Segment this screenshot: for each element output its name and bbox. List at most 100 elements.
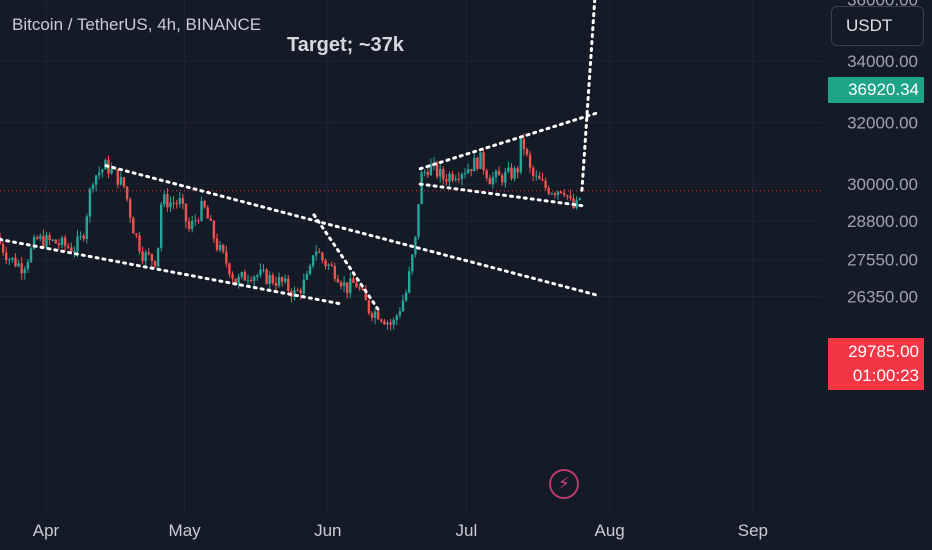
candle-body bbox=[423, 172, 426, 174]
candle-body bbox=[156, 247, 160, 267]
candle-body bbox=[73, 251, 76, 253]
candle-body bbox=[222, 244, 225, 252]
candle-body bbox=[535, 175, 538, 177]
candle-body bbox=[426, 172, 429, 176]
x-tick-label: Aug bbox=[595, 521, 625, 540]
y-tick-label: 36000.00 bbox=[847, 0, 918, 10]
x-axis[interactable]: Apr May Jun Jul Aug Sep bbox=[33, 521, 768, 540]
candle-body bbox=[516, 168, 519, 173]
candle-body bbox=[420, 172, 423, 205]
candle-body bbox=[463, 173, 467, 175]
candle-body bbox=[364, 289, 367, 301]
candle-body bbox=[284, 278, 287, 282]
candle-body bbox=[191, 221, 194, 230]
candle-body bbox=[88, 188, 92, 217]
candle-body bbox=[352, 278, 355, 283]
candle-body bbox=[153, 260, 157, 267]
candle-body bbox=[48, 235, 51, 241]
candle-body bbox=[324, 260, 327, 266]
candle-body bbox=[330, 264, 333, 267]
target-price-label: 36920.34 bbox=[828, 77, 924, 103]
candle-body bbox=[51, 239, 54, 241]
candle-body bbox=[29, 248, 33, 262]
candle-body bbox=[497, 171, 501, 176]
candle-body bbox=[265, 269, 268, 284]
candle-body bbox=[488, 178, 491, 185]
candle-body bbox=[246, 279, 250, 281]
candle-body bbox=[417, 204, 420, 237]
y-axis[interactable]: 26350.00 27550.00 28800.00 30000.00 32000.00… bbox=[847, 0, 918, 306]
candle-body bbox=[339, 282, 343, 287]
candle-body bbox=[280, 277, 284, 282]
candle-body bbox=[243, 272, 247, 281]
candle-body bbox=[386, 322, 389, 325]
candle-body bbox=[519, 138, 522, 173]
candle-body bbox=[311, 255, 315, 266]
target-annotation: Target; ~37k bbox=[287, 34, 404, 56]
candle-body bbox=[212, 220, 216, 239]
candle-body bbox=[361, 288, 364, 290]
candle-body bbox=[234, 278, 237, 285]
x-tick-label: Jun bbox=[314, 521, 341, 540]
candle-body bbox=[203, 200, 206, 208]
candle-body bbox=[122, 177, 126, 187]
candle-body bbox=[367, 300, 371, 314]
candle-body bbox=[141, 251, 144, 262]
candle-body bbox=[240, 272, 243, 277]
currency-button[interactable]: USDT bbox=[831, 6, 924, 46]
candle-body bbox=[259, 269, 262, 276]
candle-body bbox=[302, 279, 305, 294]
symbol-title[interactable]: Bitcoin / TetherUS, 4h, BINANCE bbox=[12, 15, 262, 34]
candle-body bbox=[253, 276, 256, 281]
candle-body bbox=[45, 235, 48, 248]
candle-body bbox=[76, 236, 79, 252]
candle-body bbox=[125, 186, 129, 200]
candle-body bbox=[225, 251, 228, 264]
candle-body bbox=[318, 251, 321, 253]
candle-body bbox=[26, 261, 30, 270]
x-tick-label: Jul bbox=[456, 521, 478, 540]
candle-body bbox=[271, 275, 274, 284]
candle-body bbox=[414, 236, 417, 255]
candle-body bbox=[116, 169, 119, 185]
candle-body bbox=[256, 275, 259, 277]
candle-body bbox=[20, 263, 23, 274]
candle-body bbox=[60, 237, 64, 246]
candle-body bbox=[559, 191, 563, 193]
candle-body bbox=[172, 202, 175, 204]
candle-body bbox=[439, 168, 442, 177]
candle-body bbox=[377, 311, 380, 320]
candle-body bbox=[513, 168, 516, 179]
candle-body bbox=[67, 245, 70, 248]
local-channel-upper bbox=[312, 213, 381, 312]
x-tick-label: Apr bbox=[33, 521, 60, 540]
candle-body bbox=[101, 169, 104, 173]
y-tick-label: 27550.00 bbox=[847, 250, 918, 269]
candle-body bbox=[556, 191, 560, 196]
countdown-timer: 01:00:23 bbox=[852, 366, 919, 385]
candle-body bbox=[373, 311, 377, 318]
candle-body bbox=[147, 252, 150, 255]
candle-body bbox=[553, 193, 557, 196]
candle-body bbox=[163, 194, 166, 205]
x-tick-label: May bbox=[169, 521, 202, 540]
candle-body bbox=[479, 152, 482, 169]
candle-body bbox=[342, 282, 346, 287]
candle-body bbox=[473, 157, 476, 172]
candle-body bbox=[94, 175, 98, 185]
candle-body bbox=[119, 177, 123, 185]
candle-body bbox=[5, 252, 8, 260]
candle-body bbox=[575, 199, 578, 209]
current-price-value: 29785.00 bbox=[848, 342, 919, 361]
candle-body bbox=[544, 180, 547, 188]
candle-body bbox=[135, 233, 138, 236]
y-tick-label: 28800.00 bbox=[847, 212, 918, 231]
candle-body bbox=[11, 257, 14, 260]
candle-body bbox=[274, 283, 278, 286]
candle-body bbox=[563, 192, 566, 196]
candle-body bbox=[349, 278, 352, 294]
lightning-icon[interactable]: ⚡ bbox=[549, 469, 579, 499]
current-price-label: 29785.00 01:00:23 bbox=[828, 338, 924, 390]
candle-body bbox=[445, 179, 448, 182]
